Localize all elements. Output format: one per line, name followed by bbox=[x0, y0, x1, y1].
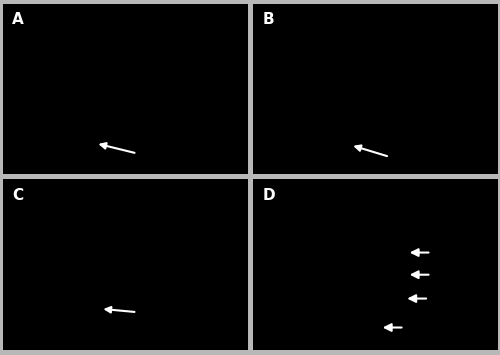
Text: D: D bbox=[262, 188, 275, 203]
Text: B: B bbox=[262, 12, 274, 27]
Text: C: C bbox=[12, 188, 24, 203]
Text: A: A bbox=[12, 12, 24, 27]
